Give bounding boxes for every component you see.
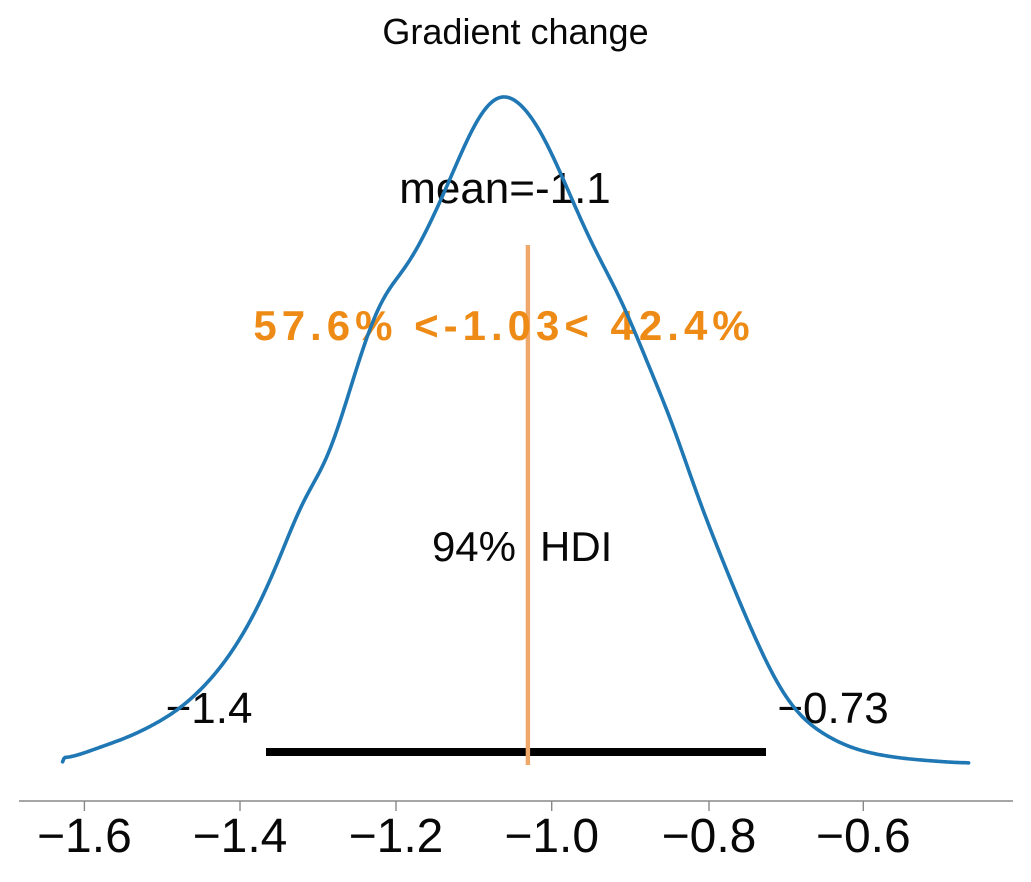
svg-text:−1.0: −1.0 xyxy=(504,810,599,863)
svg-text:−1.4: −1.4 xyxy=(193,810,288,863)
svg-text:mean=-1.1: mean=-1.1 xyxy=(399,164,611,213)
svg-text:94%: 94% xyxy=(432,523,516,570)
svg-text:−1.6: −1.6 xyxy=(37,810,132,863)
svg-text:Gradient change: Gradient change xyxy=(382,11,648,52)
svg-text:−1.2: −1.2 xyxy=(349,810,444,863)
svg-text:−0.6: −0.6 xyxy=(816,810,911,863)
svg-text:HDI: HDI xyxy=(540,523,612,570)
svg-text:57.6% <-1.03< 42.4%: 57.6% <-1.03< 42.4% xyxy=(253,302,754,349)
svg-text:−0.8: −0.8 xyxy=(662,810,757,863)
